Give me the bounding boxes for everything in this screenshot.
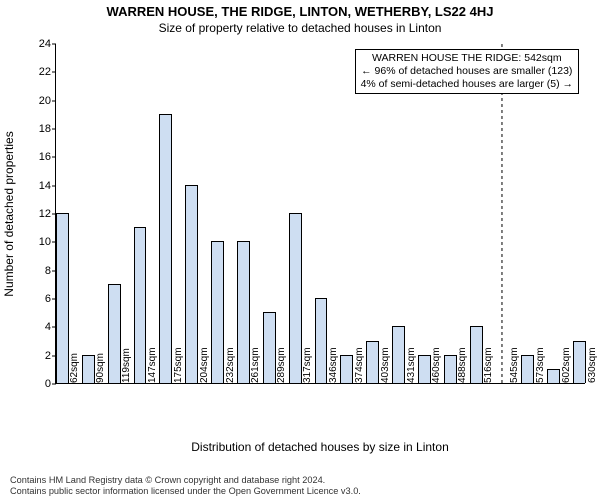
- y-tick-mark: [52, 129, 56, 130]
- chart-area: 02468101214161820222462sqm90sqm119sqm147…: [55, 44, 585, 384]
- y-tick-mark: [52, 72, 56, 73]
- footer-line-2: Contains public sector information licen…: [10, 486, 361, 497]
- histogram-bar: [470, 326, 483, 383]
- annotation-line: ← 96% of detached houses are smaller (12…: [361, 65, 573, 78]
- footer-attribution: Contains HM Land Registry data © Crown c…: [10, 475, 361, 497]
- chart-title: WARREN HOUSE, THE RIDGE, LINTON, WETHERB…: [0, 0, 600, 19]
- chart-subtitle: Size of property relative to detached ho…: [0, 19, 600, 35]
- y-tick-mark: [52, 44, 56, 45]
- annotation-box: WARREN HOUSE THE RIDGE: 542sqm← 96% of d…: [355, 49, 579, 94]
- histogram-bar: [418, 355, 431, 383]
- y-tick-mark: [52, 185, 56, 186]
- annotation-line: WARREN HOUSE THE RIDGE: 542sqm: [361, 52, 573, 65]
- y-tick-mark: [52, 157, 56, 158]
- histogram-bar: [392, 326, 405, 383]
- histogram-bar: [134, 227, 147, 383]
- histogram-bar: [185, 185, 198, 383]
- histogram-bar: [444, 355, 457, 383]
- histogram-bar: [108, 284, 121, 383]
- histogram-bar: [237, 241, 250, 383]
- histogram-bar: [340, 355, 353, 383]
- histogram-bar: [211, 241, 224, 383]
- histogram-bar: [56, 213, 69, 383]
- histogram-bar: [366, 341, 379, 384]
- histogram-bar: [521, 355, 534, 383]
- y-axis-label: Number of detached properties: [2, 131, 16, 296]
- y-tick-mark: [52, 384, 56, 385]
- annotation-line: 4% of semi-detached houses are larger (5…: [361, 78, 573, 91]
- histogram-bar: [573, 341, 586, 384]
- y-tick-mark: [52, 100, 56, 101]
- histogram-bar: [159, 114, 172, 383]
- histogram-bar: [289, 213, 302, 383]
- x-axis-label: Distribution of detached houses by size …: [55, 440, 585, 454]
- histogram-bar: [547, 369, 560, 383]
- y-axis-label-wrap: Number of detached properties: [8, 44, 24, 384]
- footer-line-1: Contains HM Land Registry data © Crown c…: [10, 475, 361, 486]
- histogram-bar: [82, 355, 95, 383]
- plot-area: 02468101214161820222462sqm90sqm119sqm147…: [55, 44, 585, 384]
- histogram-bar: [263, 312, 276, 383]
- histogram-bar: [315, 298, 328, 383]
